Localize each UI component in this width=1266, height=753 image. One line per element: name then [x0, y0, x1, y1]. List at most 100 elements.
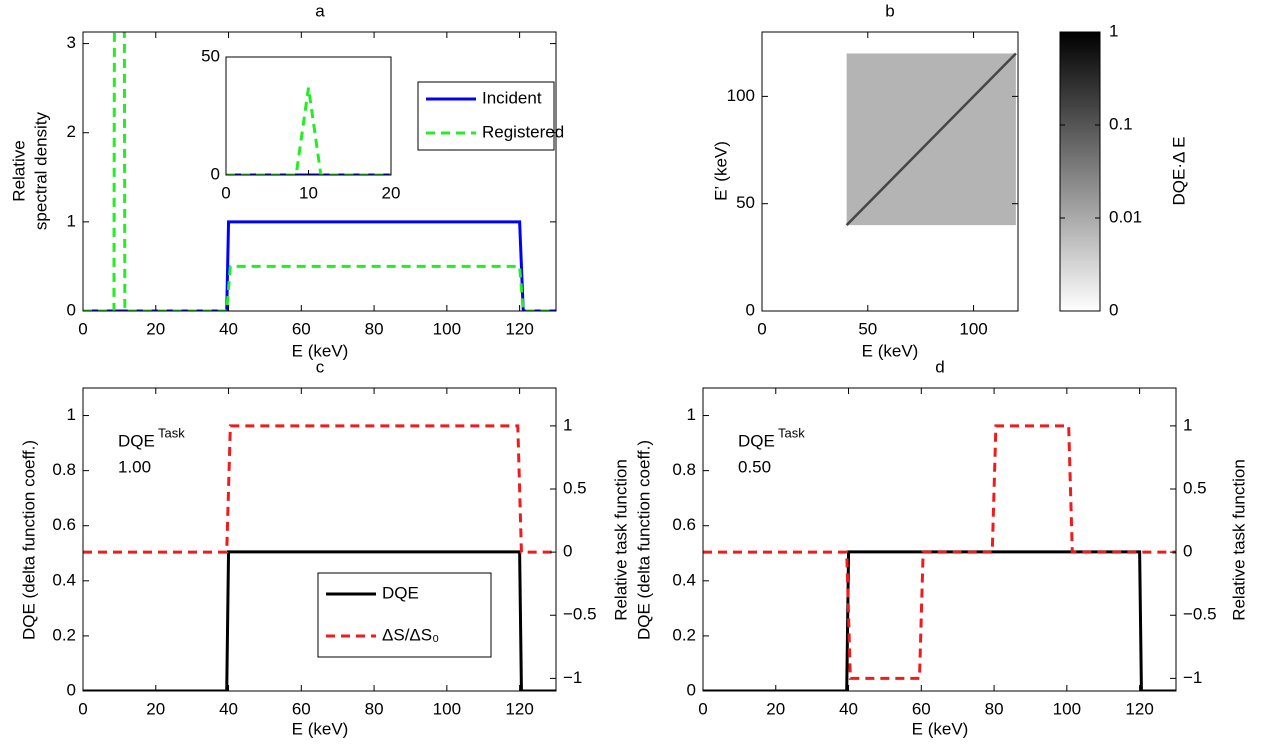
colorbar-tick-label: 0.1	[1109, 114, 1133, 133]
inset-y-tick-label: 0	[211, 164, 220, 183]
y2-tick-label: 0	[563, 542, 572, 561]
series-line	[83, 424, 556, 554]
y2-tick-label: −1	[1183, 668, 1202, 687]
colorbar-tick-label: 0.01	[1109, 207, 1142, 226]
x-tick-label: 60	[912, 699, 931, 718]
y-axis-label: DQE (delta function coeff.)	[634, 440, 653, 640]
inset-frame	[225, 56, 392, 176]
inset-x-tick-label: 10	[299, 183, 318, 202]
x-tick-label: 20	[146, 699, 165, 718]
y2-tick-label: −0.5	[563, 605, 597, 624]
y-tick-label: 0.2	[52, 625, 76, 644]
y-axis-label: spectral density	[31, 111, 50, 230]
legend-box	[317, 572, 492, 658]
x-tick-label: 120	[505, 319, 533, 338]
y-tick-label: 3	[67, 33, 76, 52]
x-tick-label: 0	[78, 699, 87, 718]
x-tick-label: 60	[292, 699, 311, 718]
annotation: DQE	[738, 431, 775, 450]
y-tick-label: 0.8	[52, 460, 76, 479]
annotation: DQE	[118, 431, 155, 450]
y2-tick-label: 1	[563, 415, 572, 434]
annotation-superscript: Task	[158, 425, 185, 440]
y2-tick-label: 0.5	[1183, 478, 1207, 497]
y-tick-label: 0.6	[672, 515, 696, 534]
y-tick-label: 1	[687, 405, 696, 424]
x-axis-label: E (keV)	[862, 341, 919, 360]
x-tick-label: 100	[959, 319, 987, 338]
legend-label: ΔS/ΔS₀	[382, 625, 439, 644]
x-tick-label: 0	[78, 319, 87, 338]
axes-frame	[702, 387, 1177, 692]
axes-frame	[761, 31, 1019, 312]
series-line	[703, 424, 1176, 680]
x-tick-label: 60	[292, 319, 311, 338]
x-tick-label: 80	[985, 699, 1004, 718]
panel-title: b	[885, 1, 894, 20]
y-tick-label: 0	[746, 300, 755, 319]
y-tick-label: 0	[67, 300, 76, 319]
colorbar-label: DQE·Δ E	[1169, 137, 1188, 206]
x-tick-label: 100	[433, 699, 461, 718]
x-tick-label: 80	[365, 319, 384, 338]
y2-tick-label: 1	[1183, 415, 1192, 434]
annotation-superscript: Task	[778, 425, 805, 440]
x-tick-label: 40	[219, 699, 238, 718]
y-tick-label: 0.6	[52, 515, 76, 534]
y-tick-label: 0	[67, 680, 76, 699]
axes-frame	[82, 387, 557, 692]
x-tick-label: 100	[433, 319, 461, 338]
x-tick-label: 50	[858, 319, 877, 338]
panel-title: d	[935, 357, 944, 376]
y-tick-label: 1	[67, 211, 76, 230]
y-tick-label: 1	[67, 405, 76, 424]
x-tick-label: 40	[839, 699, 858, 718]
x-axis-label: E (keV)	[912, 719, 969, 738]
colorbar-tick-label: 0	[1109, 300, 1118, 319]
panel-title: a	[315, 1, 325, 20]
y2-axis-label: Relative task function	[1229, 459, 1248, 621]
y-tick-label: 2	[67, 122, 76, 141]
axes-frame	[82, 31, 557, 312]
y-tick-label: 0	[687, 680, 696, 699]
y2-tick-label: 0	[1183, 542, 1192, 561]
x-tick-label: 80	[365, 699, 384, 718]
y-tick-label: 0.4	[672, 570, 696, 589]
inset-area	[226, 57, 391, 175]
x-tick-label: 100	[1053, 699, 1081, 718]
x-tick-label: 120	[1125, 699, 1153, 718]
x-tick-label: 0	[698, 699, 707, 718]
y-axis-label: DQE (delta function coeff.)	[19, 440, 38, 640]
x-tick-label: 120	[505, 699, 533, 718]
y-tick-label: 0.4	[52, 570, 76, 589]
y-axis-label: Relative	[9, 140, 28, 201]
series-line	[83, 220, 556, 311]
y-tick-label: 100	[727, 86, 755, 105]
inset-y-tick-label: 50	[201, 46, 220, 65]
y2-axis-label: Relative task function	[611, 459, 630, 621]
legend-label: Registered	[482, 122, 564, 141]
heat-diagonal	[845, 52, 1017, 227]
inset-x-tick-label: 20	[382, 183, 401, 202]
y2-tick-label: −1	[563, 668, 582, 687]
y-tick-label: 0.8	[672, 460, 696, 479]
y-tick-label: 0.2	[672, 625, 696, 644]
x-axis-label: E (keV)	[292, 719, 349, 738]
annotation-note: 0.50	[738, 457, 771, 476]
colorbar-tick-label: 1	[1109, 21, 1118, 40]
plot-area	[703, 388, 1176, 691]
series-line	[703, 550, 1176, 691]
x-tick-label: 20	[146, 319, 165, 338]
x-tick-label: 20	[766, 699, 785, 718]
legend-box	[417, 81, 555, 151]
annotation-note: 1.00	[118, 457, 151, 476]
y2-tick-label: 0.5	[563, 478, 587, 497]
y-axis-label: E’ (keV)	[711, 141, 730, 201]
x-axis-label: E (keV)	[292, 341, 349, 360]
colorbar	[1059, 31, 1101, 312]
legend-label: DQE	[382, 583, 419, 602]
inset-x-tick-label: 0	[221, 183, 230, 202]
y2-tick-label: −0.5	[1183, 605, 1217, 624]
x-tick-label: 0	[757, 319, 766, 338]
